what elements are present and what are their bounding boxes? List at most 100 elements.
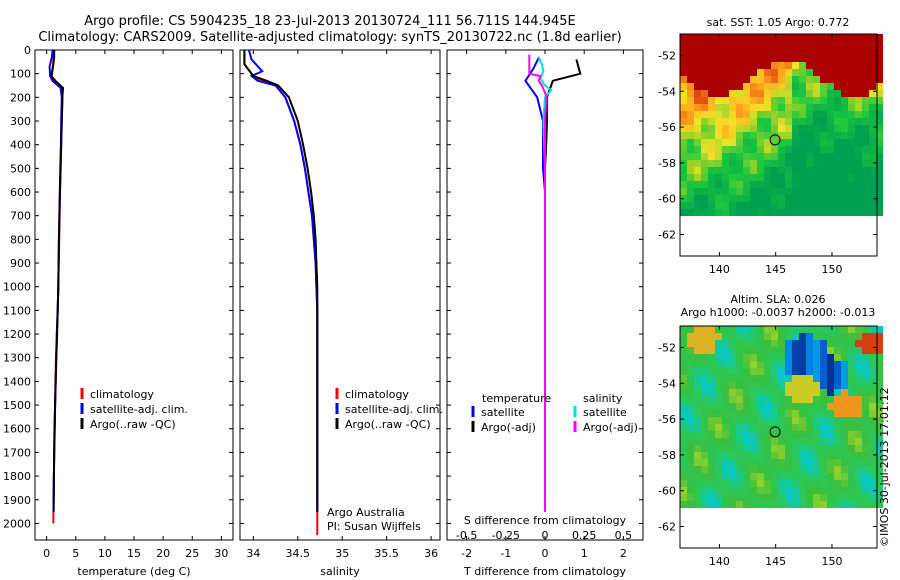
map-title: Altim. SLA: 0.026	[730, 293, 825, 306]
map-cell	[729, 473, 736, 480]
map-cell	[841, 375, 848, 382]
map-cell	[736, 487, 743, 494]
map-cell	[729, 501, 736, 508]
map-cell	[785, 62, 792, 69]
map-cell	[764, 146, 771, 153]
map-cell	[708, 452, 715, 459]
map-cell	[680, 90, 687, 97]
map-cell	[848, 153, 855, 160]
map-cell	[869, 132, 876, 139]
map-cell	[743, 90, 750, 97]
map-cell	[792, 90, 799, 97]
map-cell	[757, 473, 764, 480]
map-cell	[876, 55, 883, 62]
map-cell	[701, 452, 708, 459]
map-cell	[876, 34, 883, 41]
map-cell	[827, 417, 834, 424]
map-cell	[715, 160, 722, 167]
map-cell	[848, 389, 855, 396]
map-cell	[785, 41, 792, 48]
map-cell	[764, 118, 771, 125]
map-cell	[806, 368, 813, 375]
y-tick-label: 1200	[3, 328, 31, 341]
map-cell	[743, 55, 750, 62]
map-cell	[715, 181, 722, 188]
map-cell	[855, 55, 862, 62]
map-cell	[680, 111, 687, 118]
map-cell	[778, 333, 785, 340]
map-cell	[827, 459, 834, 466]
map-cell	[694, 445, 701, 452]
map-cell	[694, 97, 701, 104]
map-cell	[848, 160, 855, 167]
map-cell	[708, 34, 715, 41]
series-line	[243, 50, 319, 512]
map-cell	[715, 167, 722, 174]
map-cell	[876, 90, 883, 97]
map-cell	[694, 473, 701, 480]
legend-title: temperature	[482, 392, 551, 405]
map-cell	[848, 195, 855, 202]
y-tick-label: 1800	[3, 470, 31, 483]
map-cell	[736, 34, 743, 41]
map-cell	[785, 326, 792, 333]
map-cell	[813, 417, 820, 424]
map-cell	[743, 195, 750, 202]
map-cell	[785, 139, 792, 146]
map-cell	[687, 417, 694, 424]
map-cell	[813, 382, 820, 389]
map-cell	[687, 202, 694, 209]
map-cell	[687, 382, 694, 389]
map-cell	[813, 83, 820, 90]
map-cell	[806, 132, 813, 139]
map-cell	[750, 354, 757, 361]
map-cell	[806, 347, 813, 354]
map-cell	[848, 361, 855, 368]
map-cell	[750, 494, 757, 501]
x-tick-label: 34.5	[286, 547, 311, 560]
x2-axis-label: S difference from climatology	[464, 514, 627, 527]
map-cell	[736, 326, 743, 333]
map-cell	[771, 452, 778, 459]
map-cell	[834, 167, 841, 174]
map-cell	[729, 62, 736, 69]
map-cell	[827, 125, 834, 132]
map-cell	[694, 459, 701, 466]
map-cell	[757, 417, 764, 424]
x-tick-label: 34	[246, 547, 260, 560]
map-cell	[792, 160, 799, 167]
map-cell	[701, 118, 708, 125]
map-cell	[722, 326, 729, 333]
map-cell	[708, 403, 715, 410]
map-cell	[757, 487, 764, 494]
map-cell	[869, 188, 876, 195]
map-cell	[841, 202, 848, 209]
map-cell	[848, 69, 855, 76]
map-cell	[778, 431, 785, 438]
map-cell	[757, 104, 764, 111]
map-cell	[743, 69, 750, 76]
map-cell	[834, 494, 841, 501]
map-cell	[806, 473, 813, 480]
map-cell	[764, 459, 771, 466]
map-cell	[862, 445, 869, 452]
map-cell	[799, 181, 806, 188]
map-cell	[799, 167, 806, 174]
map-cell	[778, 403, 785, 410]
map-cell	[855, 431, 862, 438]
map-cell	[729, 452, 736, 459]
map-cell	[869, 333, 876, 340]
map-cell	[827, 347, 834, 354]
map-cell	[855, 473, 862, 480]
map-cell	[708, 340, 715, 347]
map-cell	[694, 209, 701, 216]
map-cell	[813, 195, 820, 202]
map-cell	[792, 473, 799, 480]
map-cell	[778, 424, 785, 431]
map-cell	[680, 83, 687, 90]
map-cell	[876, 347, 883, 354]
map-cell	[757, 459, 764, 466]
map-cell	[827, 368, 834, 375]
map-cell	[687, 153, 694, 160]
map-cell	[680, 438, 687, 445]
